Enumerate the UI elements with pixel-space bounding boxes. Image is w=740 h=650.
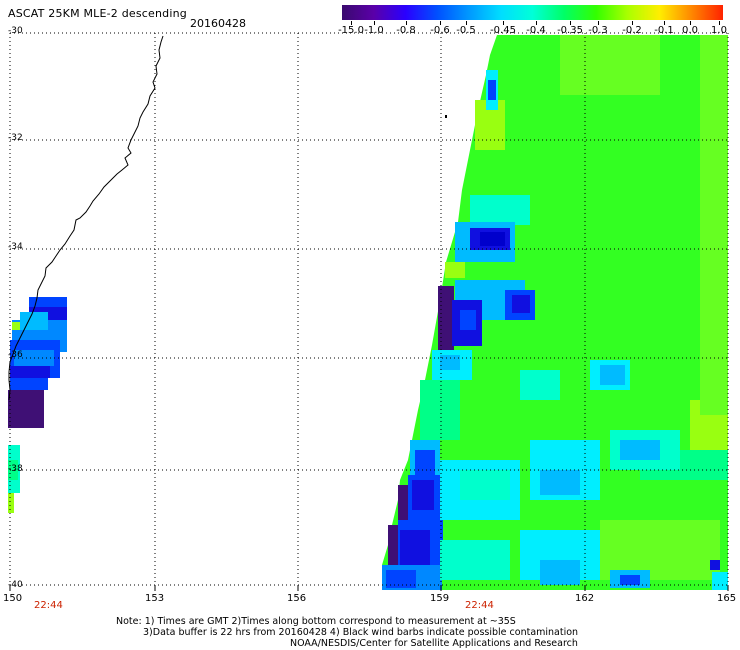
colorbar-tick-label: -15.0: [338, 25, 364, 36]
swath-cell: [398, 485, 410, 525]
swath-cell: [560, 35, 660, 95]
product-date: 20160428: [190, 17, 246, 30]
swath-cell: [12, 322, 20, 330]
colorbar: [342, 5, 723, 20]
lon-label-165: 165: [717, 593, 737, 604]
swath-cell: [388, 525, 400, 570]
swath-cell: [386, 570, 416, 588]
colorbar-tick-label: -1.0: [364, 25, 384, 36]
swath-cell: [540, 470, 580, 495]
swath-cell: [440, 355, 460, 370]
note-line-1: Note: 1) Times are GMT 2)Times along bot…: [116, 616, 516, 627]
colorbar-tick-mark: [351, 21, 352, 25]
pass-time-right: 22:44: [465, 600, 494, 611]
lon-label-162: 162: [575, 593, 595, 604]
colorbar-tick-label: -0.2: [622, 25, 642, 36]
swath-cell: [620, 575, 640, 585]
colorbar-tick-mark: [440, 21, 441, 25]
swath-cell: [8, 493, 14, 513]
lat-label-40: -40: [8, 580, 23, 590]
colorbar-tick-mark: [632, 21, 633, 25]
lat-label-30: -30: [8, 26, 23, 36]
colorbar-tick-mark: [719, 21, 720, 25]
swath-cell: [700, 35, 728, 415]
colorbar-gradient: [342, 5, 723, 20]
colorbar-tick-label: -0.45: [490, 25, 516, 36]
colorbar-tick-label: -0.35: [557, 25, 583, 36]
swath-cell: [438, 286, 454, 356]
swath-cell: [20, 312, 48, 330]
colorbar-tick-mark: [374, 21, 375, 25]
colorbar-tick-mark: [503, 21, 504, 25]
note-line-2: 3)Data buffer is 22 hrs from 20160428 4)…: [143, 627, 579, 638]
colorbar-tick-mark: [598, 21, 599, 25]
lat-label-32: -32: [8, 133, 23, 143]
colorbar-tick-label: 0.0: [682, 25, 698, 36]
swath-cell: [520, 370, 560, 400]
swath-data: [8, 35, 728, 590]
swath-cell: [600, 365, 625, 385]
lon-label-150: 150: [3, 593, 23, 604]
swath-cell: [620, 440, 660, 460]
lon-label-156: 156: [287, 593, 307, 604]
swath-cell: [10, 378, 48, 390]
swath-cell: [29, 297, 67, 307]
swath-cell: [712, 572, 728, 590]
lon-label-159: 159: [430, 593, 450, 604]
colorbar-tick-label: -0.4: [526, 25, 546, 36]
swath-cell: [415, 450, 435, 480]
swath-cell: [460, 310, 476, 330]
lon-label-153: 153: [145, 593, 165, 604]
swath-cell: [412, 480, 434, 510]
colorbar-tick-label: -0.8: [396, 25, 416, 36]
graticule: [9, 32, 729, 591]
colorbar-tick-label: -0.5: [456, 25, 476, 36]
product-title: ASCAT 25KM MLE-2 descending: [8, 7, 187, 20]
swath-cell: [460, 470, 510, 500]
colorbar-tick-mark: [466, 21, 467, 25]
colorbar-tick-mark: [664, 21, 665, 25]
colorbar-tick-mark: [690, 21, 691, 25]
swath-cell: [440, 540, 510, 580]
swath-cell: [540, 560, 580, 585]
colorbar-tick-label: -0.3: [588, 25, 608, 36]
swath-cell: [8, 460, 18, 480]
pass-time-left: 22:44: [34, 600, 63, 611]
colorbar-tick-mark: [570, 21, 571, 25]
lat-label-34: -34: [8, 242, 23, 252]
swath-cell: [445, 262, 465, 278]
note-line-3: NOAA/NESDIS/Center for Satellite Applica…: [290, 638, 578, 649]
coastline: [8, 35, 164, 401]
colorbar-tick-label: -0.6: [430, 25, 450, 36]
swath-cell: [512, 295, 530, 313]
swath-cell: [420, 380, 460, 440]
coast-speck: [445, 115, 447, 118]
swath-cell: [480, 232, 505, 246]
colorbar-tick-label: -0.1: [654, 25, 674, 36]
swath-cell: [8, 390, 44, 428]
colorbar-tick-mark: [406, 21, 407, 25]
swath-cell: [710, 560, 720, 570]
swath-cell: [10, 366, 50, 378]
swath-cell: [488, 80, 496, 100]
lat-label-38: -38: [8, 464, 23, 474]
colorbar-tick-label: 1.0: [711, 25, 727, 36]
colorbar-tick-mark: [536, 21, 537, 25]
lat-label-36: -36: [8, 350, 23, 360]
swath-cell: [400, 530, 430, 565]
swath-cell: [470, 195, 530, 225]
